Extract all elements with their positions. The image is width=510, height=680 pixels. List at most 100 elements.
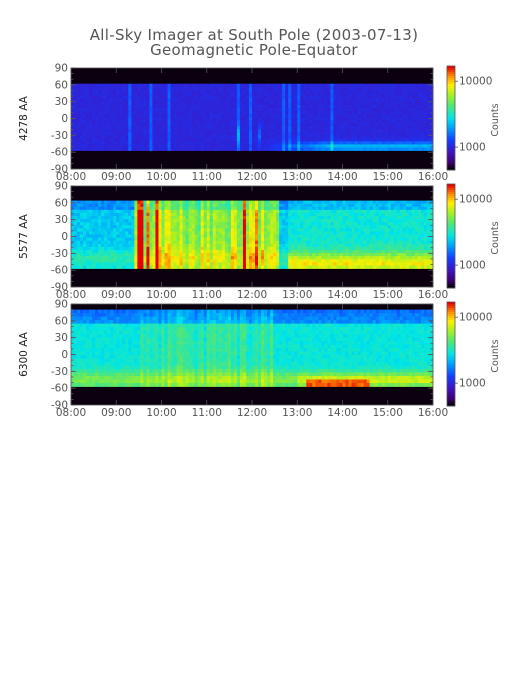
heatmap-cell (318, 206, 322, 211)
heatmap-cell (267, 86, 271, 91)
heatmap-cell (387, 126, 392, 130)
heatmap-cell (342, 212, 346, 217)
heatmap-cell (149, 219, 153, 223)
heatmap-cell (146, 262, 150, 266)
heatmap-cell (194, 144, 199, 148)
heatmap-cell (140, 83, 144, 88)
heatmap-cell (258, 216, 262, 220)
heatmap-cell (152, 228, 156, 232)
heatmap-cell (270, 89, 274, 94)
heatmap-cell (152, 138, 156, 142)
heatmap-cell (315, 212, 319, 217)
heatmap-cell (71, 107, 75, 112)
heatmap-cell (324, 222, 328, 226)
heatmap-cell (173, 206, 177, 211)
heatmap-cell (324, 231, 328, 235)
heatmap-cell (300, 219, 304, 223)
heatmap-cell (122, 225, 126, 229)
heatmap-cell (161, 228, 165, 232)
heatmap-cell (113, 200, 117, 205)
heatmap-cell (215, 111, 220, 115)
heatmap-cell (369, 262, 374, 266)
heatmap-cell (227, 209, 232, 214)
heatmap-cell (300, 98, 304, 103)
heatmap-cell (164, 129, 168, 133)
heatmap-cell (252, 237, 256, 242)
heatmap-cell (318, 222, 322, 226)
heatmap-cell (309, 203, 313, 208)
heatmap-cell (188, 95, 193, 100)
heatmap-cell (363, 259, 368, 263)
heatmap-cell (83, 228, 87, 232)
heatmap-cell (345, 147, 349, 151)
heatmap-cell (95, 98, 99, 103)
heatmap-cell (345, 123, 349, 127)
heatmap-cell (267, 129, 271, 133)
heatmap-cell (273, 219, 277, 223)
heatmap-cell (360, 246, 365, 251)
heatmap-cell (131, 141, 135, 145)
heatmap-cell (279, 246, 283, 251)
heatmap-cell (152, 114, 156, 118)
colorbar-segment (447, 102, 455, 105)
heatmap-cell (206, 262, 211, 266)
heatmap-cell (104, 259, 108, 263)
heatmap-cell (212, 209, 217, 214)
heatmap-cell (95, 256, 99, 260)
heatmap-cell (185, 104, 190, 109)
heatmap-cell (306, 135, 310, 139)
heatmap-cell (248, 203, 253, 208)
heatmap-cell (77, 262, 81, 266)
heatmap-cell (83, 256, 87, 260)
heatmap-cell (95, 212, 99, 217)
heatmap-cell (393, 98, 398, 103)
heatmap-cell (170, 262, 174, 266)
heatmap-cell (360, 253, 365, 257)
heatmap-cell (131, 147, 135, 151)
heatmap-cell (185, 206, 190, 211)
heatmap-cell (312, 231, 316, 235)
heatmap-cell (152, 123, 156, 127)
heatmap-cell (321, 237, 325, 242)
heatmap-cell (321, 253, 325, 257)
heatmap-cell (396, 117, 401, 121)
heatmap-cell (411, 83, 416, 88)
heatmap-cell (161, 95, 165, 100)
heatmap-cell (119, 212, 123, 217)
heatmap-cell (194, 212, 199, 217)
heatmap-cell (366, 259, 371, 263)
heatmap-cell (288, 120, 292, 124)
heatmap-cell (291, 259, 295, 263)
heatmap-cell (167, 259, 171, 263)
heatmap-cell (411, 98, 416, 103)
heatmap-cell (285, 200, 289, 205)
heatmap-cell (212, 89, 217, 94)
heatmap-cell (182, 259, 187, 263)
heatmap-cell (336, 138, 340, 142)
heatmap-cell (107, 262, 111, 266)
heatmap-cell (236, 253, 241, 257)
heatmap-cell (191, 129, 196, 133)
heatmap-cell (360, 259, 365, 263)
heatmap-cell (252, 120, 256, 124)
heatmap-cell (83, 200, 87, 205)
heatmap-cell (342, 141, 346, 145)
heatmap-cell (414, 138, 419, 142)
heatmap-cell (182, 262, 187, 266)
heatmap-cell (140, 219, 144, 223)
heatmap-cell (155, 107, 159, 112)
heatmap-cell (209, 209, 214, 214)
heatmap-cell (294, 259, 298, 263)
heatmap-cell (345, 98, 349, 103)
heatmap-cell (92, 246, 96, 251)
heatmap-cell (297, 98, 301, 103)
heatmap-cell (167, 114, 171, 118)
heatmap-cell (170, 216, 174, 220)
heatmap-cell (242, 111, 247, 115)
heatmap-cell (245, 129, 250, 133)
heatmap-cell (197, 265, 202, 269)
heatmap-cell (170, 249, 174, 254)
heatmap-cell (182, 114, 187, 118)
heatmap-cell (143, 243, 147, 248)
heatmap-cell (170, 117, 174, 121)
